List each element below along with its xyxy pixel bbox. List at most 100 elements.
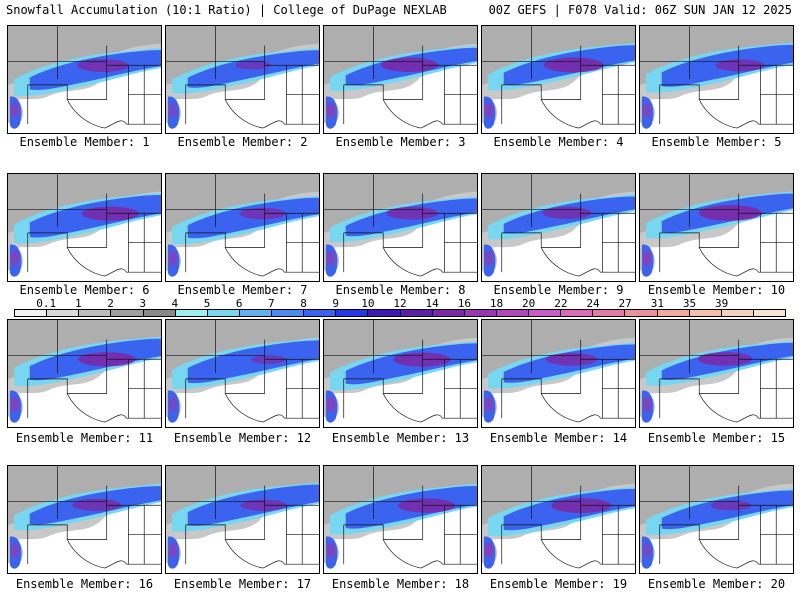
state-border (27, 378, 107, 394)
colorbar-label: 22 (554, 297, 568, 310)
ensemble-member-caption: Ensemble Member: 8 (335, 283, 466, 297)
state-border (185, 378, 265, 394)
colorbar-label: 12 (393, 297, 407, 310)
colorbar-label: 18 (489, 297, 504, 310)
state-border (698, 393, 793, 423)
colorbar-swatch (400, 310, 433, 316)
state-border (501, 378, 581, 394)
ensemble-member-map (165, 465, 320, 574)
colorbar-swatch (753, 310, 785, 316)
colorbar-label: 20 (522, 297, 536, 310)
peak-snow-core (240, 499, 287, 511)
ensemble-member-caption: Ensemble Member: 14 (489, 431, 628, 445)
southwest-snow-core (10, 102, 19, 119)
state-border (224, 393, 319, 423)
colorbar-label: 7 (268, 297, 275, 310)
colorbar-label: 31 (650, 297, 664, 310)
ensemble-member-map (165, 25, 320, 134)
state-border (540, 247, 635, 277)
peak-snow-core (551, 498, 612, 514)
state-border (382, 393, 477, 423)
colorbar-swatch (721, 310, 754, 316)
state-border (66, 393, 161, 423)
ensemble-member-map (323, 25, 478, 134)
state-border (224, 247, 319, 277)
southwest-snow-core (642, 542, 651, 559)
colorbar-label: 1 (75, 297, 82, 310)
colorbar-label: 2 (107, 297, 114, 310)
southwest-snow-core (484, 542, 493, 559)
state-border (343, 84, 423, 100)
ensemble-member-caption: Ensemble Member: 16 (15, 577, 154, 591)
ensemble-member-map (323, 465, 478, 574)
ensemble-member-caption: Ensemble Member: 15 (647, 431, 786, 445)
colorbar-swatch (689, 310, 722, 316)
colorbar-label: 9 (332, 297, 339, 310)
state-border (66, 247, 161, 277)
state-border (540, 539, 635, 569)
southwest-snow-core (168, 250, 177, 267)
colorbar-swatch (15, 310, 48, 316)
colorbar-swatch (657, 310, 690, 316)
state-border (66, 539, 161, 569)
ensemble-member-caption: Ensemble Member: 18 (331, 577, 470, 591)
colorbar-label: 10 (361, 297, 375, 310)
colorbar-label: 6 (235, 297, 243, 310)
colorbar-swatch (207, 310, 240, 316)
map-title: Snowfall Accumulation (10:1 Ratio) | Col… (6, 3, 447, 17)
ensemble-member-caption: Ensemble Member: 10 (647, 283, 786, 297)
ensemble-member-caption: Ensemble Member: 12 (173, 431, 312, 445)
state-border (382, 99, 477, 129)
southwest-snow-core (168, 102, 177, 119)
southwest-snow-core (326, 250, 335, 267)
colorbar-label: 5 (203, 297, 211, 310)
colorbar-swatch (239, 310, 272, 316)
colorbar-label: 3 (139, 297, 146, 310)
state-border (185, 84, 265, 100)
ensemble-member-caption: Ensemble Member: 5 (651, 135, 782, 149)
southwest-snow-core (10, 542, 19, 559)
ensemble-member-map (481, 319, 636, 428)
southwest-snow-core (484, 102, 493, 119)
peak-snow-core (77, 59, 129, 72)
ensemble-member-caption: Ensemble Member: 1 (19, 135, 150, 149)
southwest-snow-core (642, 250, 651, 267)
southwest-snow-core (326, 542, 335, 559)
colorbar-label: 4 (171, 297, 179, 310)
ensemble-member-map (7, 319, 162, 428)
ensemble-member-caption: Ensemble Member: 11 (15, 431, 154, 445)
state-border (382, 247, 477, 277)
peak-snow-core (545, 352, 598, 366)
colorbar-label: 39 (715, 297, 729, 310)
colorbar-swatch (464, 310, 497, 316)
peak-snow-core (393, 352, 451, 367)
southwest-snow-core (642, 102, 651, 119)
peak-snow-core (380, 57, 438, 72)
southwest-snow-core (168, 396, 177, 413)
colorbar-label: 16 (457, 297, 471, 310)
state-border (343, 232, 423, 248)
ensemble-member-map (7, 465, 162, 574)
ensemble-member-caption: Ensemble Member: 2 (177, 135, 308, 149)
state-border (501, 84, 581, 100)
state-border (27, 524, 107, 540)
southwest-snow-core (326, 102, 335, 119)
ensemble-member-caption: Ensemble Member: 19 (489, 577, 628, 591)
colorbar-swatch (529, 310, 562, 316)
peak-snow-core (697, 352, 753, 366)
model-run-info: 00Z GEFS | F078 Valid: 06Z SUN JAN 12 20… (488, 3, 792, 17)
peak-snow-core (72, 498, 122, 511)
colorbar-label: 14 (425, 297, 439, 310)
ensemble-member-caption: Ensemble Member: 17 (173, 577, 312, 591)
ensemble-member-map (323, 173, 478, 282)
state-border (698, 99, 793, 129)
ensemble-member-map (481, 25, 636, 134)
state-border (224, 539, 319, 569)
state-border (185, 524, 265, 540)
colorbar-swatch (496, 310, 529, 316)
ensemble-member-caption: Ensemble Member: 4 (493, 135, 624, 149)
peak-snow-core (710, 500, 752, 511)
colorbar-label: 0.1 (36, 297, 57, 310)
southwest-snow-core (10, 396, 19, 413)
ensemble-member-caption: Ensemble Member: 9 (493, 283, 624, 297)
